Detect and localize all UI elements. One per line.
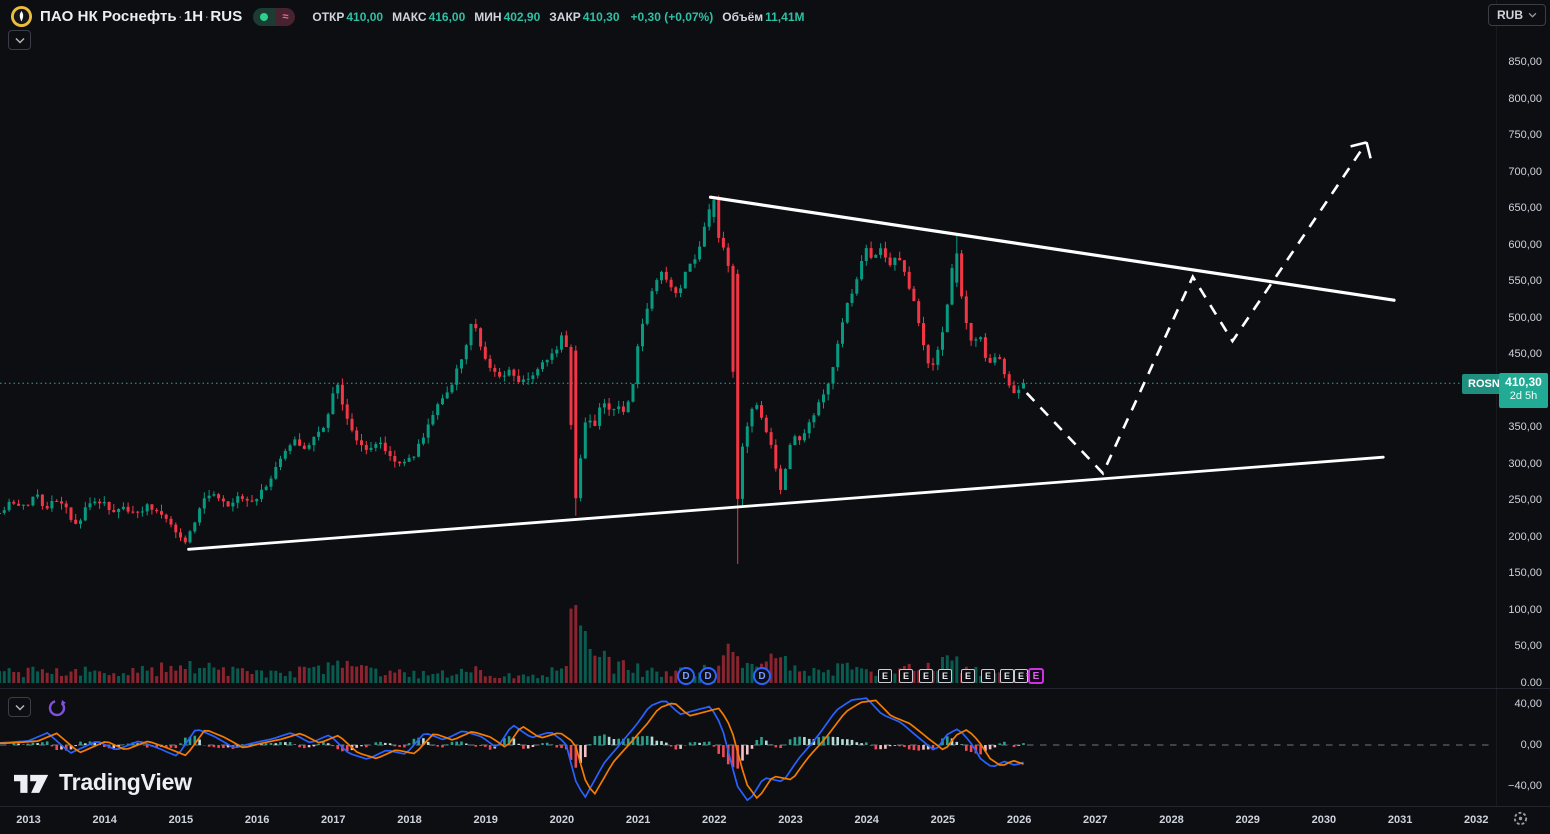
chevron-down-icon — [14, 704, 25, 711]
market-open-dot-icon — [260, 12, 269, 21]
chevron-down-icon — [14, 37, 25, 44]
symbol-header: ПАО НК Роснефть·1Н·RUS ≈ ОТКР 410,00 МАКС… — [10, 5, 805, 28]
price-axis-label: 250,00 — [1508, 494, 1542, 507]
price-axis-label: 800,00 — [1508, 92, 1542, 105]
market-open-indicator — [253, 7, 276, 26]
time-axis-label: 2021 — [625, 814, 651, 826]
close-field: ЗАКР 410,30 — [549, 9, 620, 24]
time-axis-label: 2024 — [854, 814, 879, 826]
time-axis-label: 2027 — [1083, 814, 1108, 826]
last-price-label[interactable]: 410,30 2d 5h — [1499, 373, 1548, 408]
price-axis-label: 200,00 — [1508, 530, 1542, 543]
last-price-value: 410,30 — [1505, 375, 1542, 389]
volume-field: Объём 11,41М — [722, 9, 805, 24]
time-axis-label: 2015 — [168, 814, 194, 826]
price-axis-label: 600,00 — [1508, 238, 1542, 251]
forecast-dashed-path[interactable] — [1025, 141, 1372, 476]
tradingview-logo-text: TradingView — [59, 769, 192, 795]
price-axis-label: 650,00 — [1508, 202, 1542, 215]
low-field: МИН 402,90 — [474, 9, 541, 24]
volume-bars — [0, 605, 1025, 683]
bar-countdown: 2d 5h — [1509, 390, 1538, 402]
main-pane-collapse-button[interactable] — [8, 30, 31, 50]
interval-label: 1Н — [183, 8, 204, 25]
price-axis-label: 500,00 — [1508, 311, 1542, 324]
earnings-marker[interactable]: E — [1000, 669, 1014, 683]
dividend-marker[interactable]: D — [677, 667, 695, 685]
time-axis-label: 2031 — [1387, 814, 1413, 826]
trendlines[interactable] — [187, 195, 1396, 551]
price-axis-label: 700,00 — [1508, 165, 1542, 178]
currency-selector-button[interactable]: RUB — [1488, 4, 1546, 26]
dividend-marker[interactable]: D — [753, 667, 771, 685]
price-axis[interactable]: 850,00 800,00 750,00 700,00 650,00 600,00 550,… — [1497, 0, 1550, 806]
time-axis-label: 2020 — [549, 814, 575, 826]
candlestick-series — [0, 195, 1025, 564]
earnings-soon-icon: ≈ — [275, 7, 296, 26]
time-axis[interactable]: 2013 2014 2015 2016 2017 2018 2019 2020 2021 2022… — [0, 806, 1550, 834]
symbol-title[interactable]: ПАО НК Роснефть·1Н·RUS — [40, 8, 243, 25]
price-axis-label: 750,00 — [1508, 129, 1542, 142]
time-axis-label: 2028 — [1159, 814, 1184, 826]
rosneft-logo-icon — [10, 5, 33, 28]
macd-indicator-icon[interactable] — [47, 698, 67, 718]
ticker-price-flag[interactable]: ROSN — [1462, 374, 1506, 394]
price-axis-label: 850,00 — [1508, 55, 1542, 68]
price-axis-label: 450,00 — [1508, 348, 1542, 361]
chevron-down-icon — [1528, 12, 1537, 18]
price-axis-label: 550,00 — [1508, 275, 1542, 288]
earnings-marker[interactable]: E — [878, 669, 892, 683]
time-axis-label: 2029 — [1235, 814, 1260, 826]
time-axis-label: 2022 — [702, 814, 727, 826]
price-axis-label: 300,00 — [1508, 457, 1542, 470]
price-axis-label: 100,00 — [1508, 603, 1542, 616]
tradingview-logo-icon — [14, 774, 49, 793]
macd-axis-label: −40,00 — [1508, 779, 1542, 792]
earnings-marker[interactable]: E — [981, 669, 995, 683]
time-axis-label: 2014 — [92, 814, 117, 826]
earnings-marker[interactable]: E — [919, 669, 933, 683]
time-axis-label: 2032 — [1464, 814, 1489, 826]
time-axis-label: 2017 — [321, 814, 346, 826]
price-axis-label: 350,00 — [1508, 421, 1542, 434]
price-axis-label: 0.00 — [1520, 677, 1542, 689]
high-field: МАКС 416,00 — [392, 9, 466, 24]
open-field: ОТКР 410,00 — [312, 9, 384, 24]
market-status-pill[interactable]: ≈ — [253, 7, 296, 26]
time-axis-label: 2023 — [778, 814, 803, 826]
time-axis-label: 2030 — [1311, 814, 1337, 826]
change-value: +0,30 (+0,07%) — [630, 9, 714, 24]
axis-divider — [1496, 0, 1497, 806]
earnings-marker[interactable]: E — [938, 669, 952, 683]
time-axis-settings-gear-icon[interactable] — [1512, 810, 1529, 827]
earnings-marker[interactable]: E — [961, 669, 975, 683]
price-axis-label: 50,00 — [1514, 640, 1542, 653]
earnings-marker[interactable]: E — [899, 669, 913, 683]
macd-pane — [0, 697, 1491, 802]
price-axis-label: 150,00 — [1508, 567, 1542, 580]
macd-axis-label: 0,00 — [1520, 739, 1542, 751]
dividend-marker[interactable]: D — [699, 667, 717, 685]
ohlc-row: ОТКР 410,00 МАКС 416,00 МИН 402,90 ЗАКР 410,… — [312, 10, 804, 24]
macd-axis-label: 40,00 — [1514, 698, 1542, 711]
time-axis-label: 2013 — [16, 814, 41, 826]
macd-axis[interactable]: 40,00 0,00 −40,00 — [1497, 0, 1550, 806]
macd-pane-collapse-button[interactable] — [8, 697, 31, 717]
exchange-label: RUS — [210, 8, 243, 25]
time-axis-label: 2016 — [244, 814, 270, 826]
time-axis-label: 2018 — [397, 814, 422, 826]
upcoming-earnings-marker[interactable]: E — [1028, 668, 1044, 684]
earnings-marker[interactable]: E — [1014, 669, 1028, 683]
time-axis-label: 2026 — [1006, 814, 1032, 826]
tradingview-watermark[interactable]: TradingView — [14, 769, 192, 796]
currency-label: RUB — [1497, 8, 1523, 22]
time-axis-label: 2019 — [473, 814, 498, 826]
time-axis-label: 2025 — [930, 814, 956, 826]
